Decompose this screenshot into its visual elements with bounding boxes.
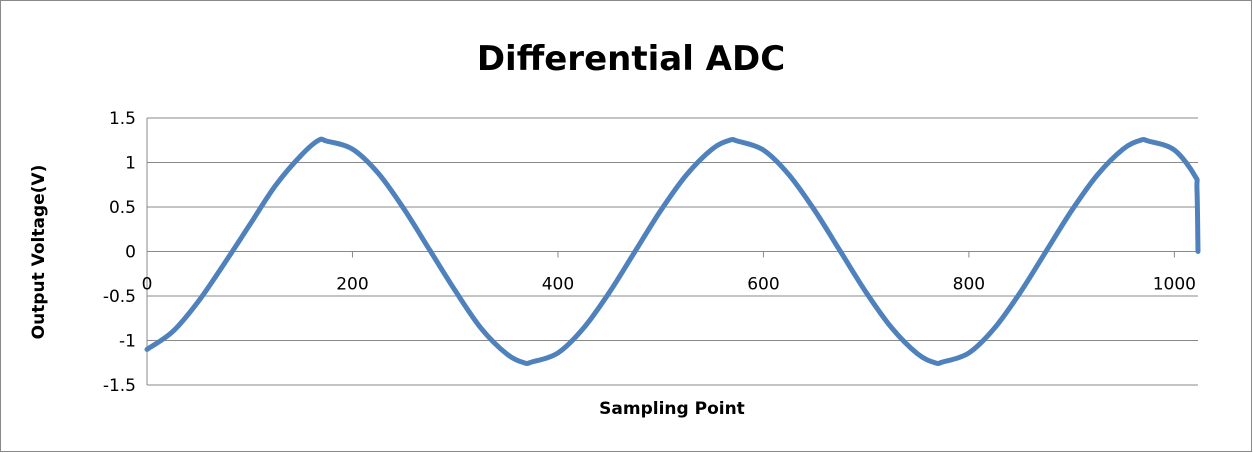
y-tick-label: 1 xyxy=(125,154,136,174)
x-tick-label: 0 xyxy=(142,275,153,295)
y-tick-label: 0.5 xyxy=(109,198,136,218)
axes xyxy=(146,118,1198,385)
series-line xyxy=(144,136,1201,366)
y-tick-label: -0.5 xyxy=(103,287,136,307)
series-layer xyxy=(144,136,1201,366)
y-tick-label: 0 xyxy=(125,243,136,263)
y-axis-title: Output Voltage(V) xyxy=(29,165,49,340)
x-tick-label: 800 xyxy=(953,275,985,295)
x-tick-label: 400 xyxy=(542,275,574,295)
x-tick-label: 200 xyxy=(336,275,368,295)
x-tick-label: 600 xyxy=(747,275,779,295)
x-axis-title: Sampling Point xyxy=(599,399,745,419)
x-tick-label: 1000 xyxy=(1153,275,1196,295)
x-tick-labels: 0 200 400 600 800 1000 xyxy=(142,275,1196,295)
y-tick-labels: 1.5 1 0.5 0 -0.5 -1 -1.5 xyxy=(103,109,136,396)
chart-title: Differential ADC xyxy=(477,39,785,79)
grid-lines xyxy=(147,117,1198,386)
y-tick-label: 1.5 xyxy=(109,109,136,129)
y-tick-label: -1 xyxy=(119,332,136,352)
y-tick-label: -1.5 xyxy=(103,376,136,396)
